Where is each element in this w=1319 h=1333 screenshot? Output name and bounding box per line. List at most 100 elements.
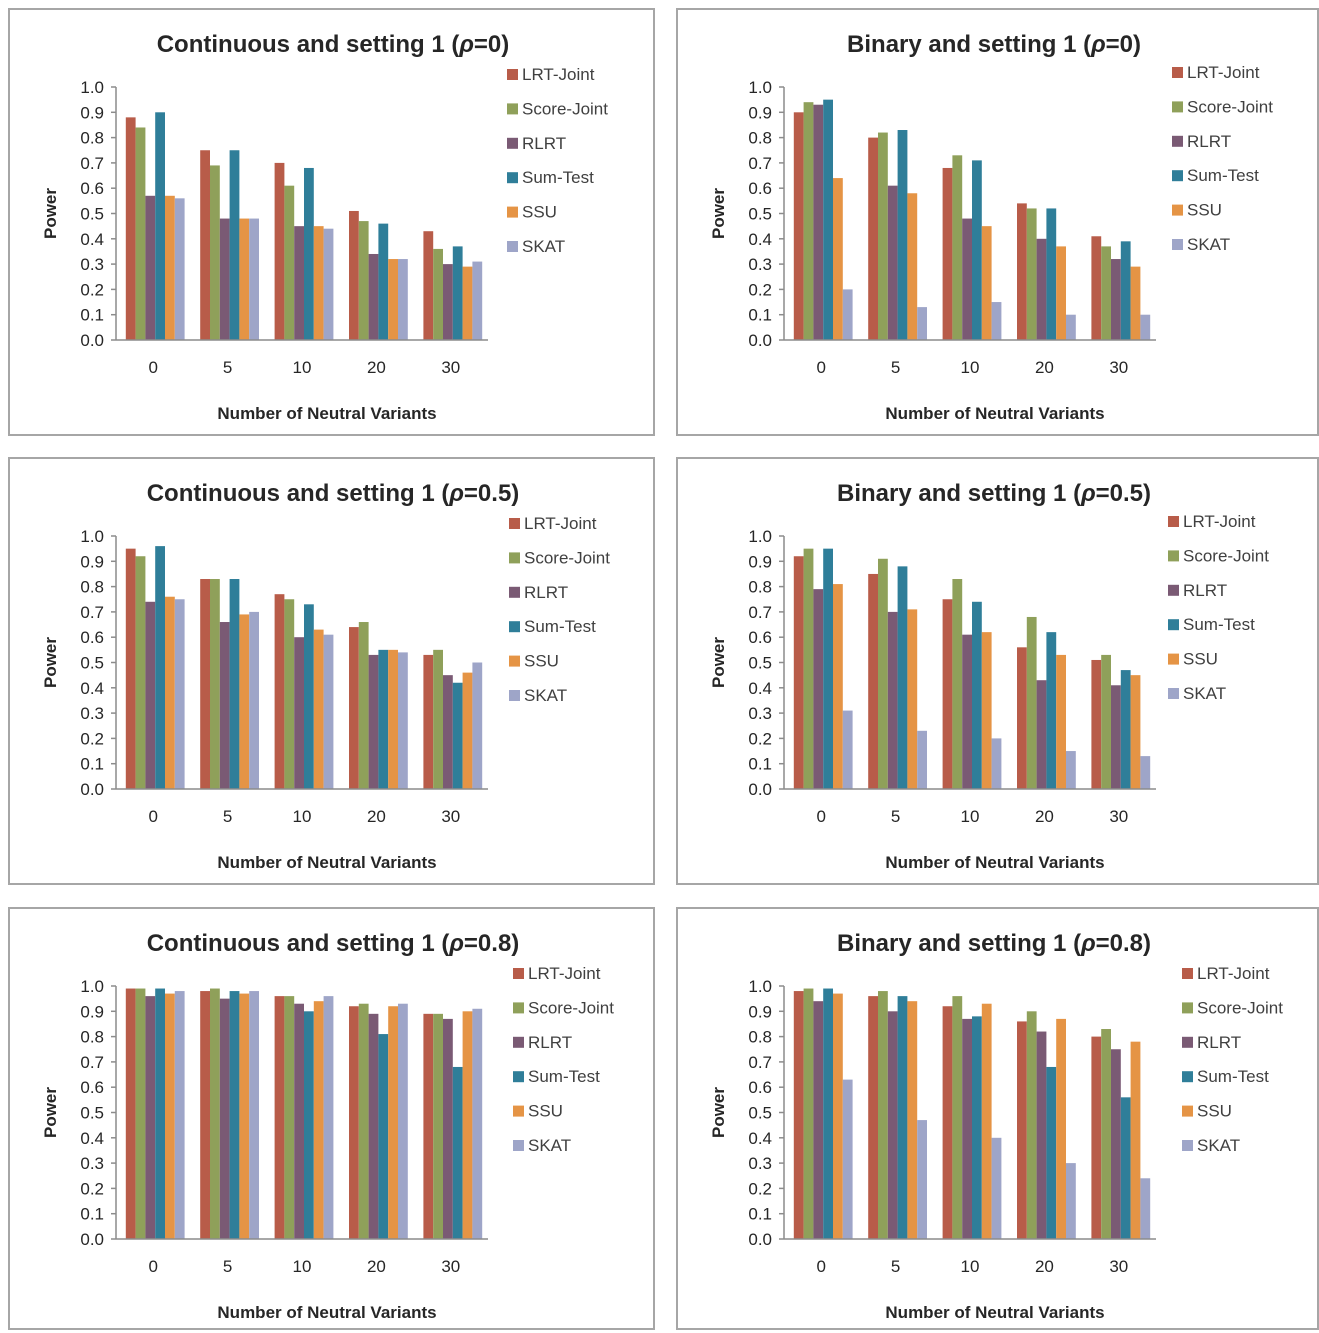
bar [793,991,804,1239]
legend-swatch [507,206,518,218]
bar [443,675,453,789]
bar [229,150,240,340]
legend-swatch [1172,67,1183,78]
bar [274,594,285,789]
y-tick-label: 0.0 [80,331,104,350]
bar [1046,632,1057,789]
x-tick-label: 30 [441,1257,460,1276]
legend-label: SSU [528,1102,563,1121]
legend-label: Sum-Test [522,168,594,187]
bar [823,99,833,341]
bar [219,622,230,789]
bar [229,991,240,1239]
bar [313,226,324,340]
x-axis-label: Number of Neutral Variants [885,404,1104,423]
bar [952,579,963,789]
y-tick-label: 0.7 [80,1053,104,1072]
bar [803,548,814,789]
legend-label: Score-Joint [524,548,610,567]
chart-title: Continuous and setting 1 (ρ=0) [157,31,510,58]
bar [1036,1031,1047,1239]
y-tick-label: 1.0 [80,78,104,97]
bar [962,218,972,340]
bar [423,654,434,789]
bar [323,634,334,789]
y-tick-label: 0.0 [748,780,772,799]
y-tick-label: 0.8 [748,129,772,148]
bar [981,632,992,789]
legend-label: RLRT [1197,1033,1241,1052]
y-tick-label: 0.7 [80,154,104,173]
bar [942,1006,953,1239]
x-tick-label: 30 [1109,807,1128,826]
y-tick-label: 0.5 [80,654,104,673]
x-axis-label: Number of Neutral Variants [885,1303,1104,1322]
bar [368,253,379,340]
y-axis-label: Power [41,188,60,239]
bar [274,996,285,1239]
y-tick-label: 0.0 [748,1230,772,1249]
bar [423,1013,434,1239]
y-axis-label: Power [709,188,728,239]
y-tick-label: 0.9 [80,1002,104,1021]
bar [833,178,843,340]
legend-swatch [513,1105,524,1117]
x-tick-label: 10 [961,358,980,377]
bar [917,1120,927,1239]
chart-svg: Binary and setting 1 (ρ=0.8) 0.0 0.1 0.2 0.3… [709,930,1283,1322]
bar [972,1016,982,1239]
y-tick-label: 0.6 [80,179,104,198]
x-axis-label: Number of Neutral Variants [217,853,436,872]
bar [349,627,359,789]
y-axis-label: Power [709,637,728,688]
chart-panel: Continuous and setting 1 (ρ=0.8) 0.0 0.1 0.… [8,907,655,1330]
bar [1101,1029,1111,1239]
x-axis-label: Number of Neutral Variants [217,1303,436,1322]
bar [304,604,314,789]
bar [284,599,295,789]
bar [842,1079,853,1239]
legend-swatch [513,1036,524,1048]
legend-label: Score-Joint [1197,998,1283,1017]
y-tick-label: 0.0 [80,1230,104,1249]
bar [358,1003,369,1239]
y-tick-label: 0.1 [748,755,772,774]
bar [833,993,843,1239]
bar [249,218,259,340]
bar [284,996,295,1239]
bar [378,223,389,340]
chart-svg: Continuous and setting 1 (ρ=0) 0.0 0.1 0.2 0… [41,31,608,423]
legend-label: RLRT [522,134,566,153]
legend-label: SSU [1183,650,1218,669]
y-tick-label: 0.7 [748,603,772,622]
legend-label: LRT-Joint [1183,512,1256,531]
y-tick-label: 0.4 [80,679,104,698]
legend-swatch [1172,204,1183,216]
legend-label: SSU [1187,201,1222,220]
bar [1101,654,1111,789]
legend-swatch [1168,688,1179,699]
bar [907,609,918,789]
bar [210,579,220,789]
bar [135,988,146,1239]
bar [1017,647,1027,789]
legend-swatch [507,103,518,115]
x-tick-label: 30 [441,358,460,377]
bar [1091,1036,1102,1239]
chart-panel: Binary and setting 1 (ρ=0.5) 0.0 0.1 0.2 0.3… [676,457,1319,885]
legend-label: Score-Joint [1183,546,1269,565]
bar [1036,680,1047,789]
bar [452,1066,463,1239]
bar [378,1034,389,1239]
y-tick-label: 0.3 [80,704,104,723]
chart-title: Continuous and setting 1 (ρ=0.8) [147,930,520,957]
bar [313,1001,324,1239]
y-tick-label: 0.5 [748,1104,772,1123]
y-tick-label: 0.0 [748,331,772,350]
y-tick-label: 0.2 [80,729,104,748]
bar [1130,1041,1141,1239]
x-axis-label: Number of Neutral Variants [217,404,436,423]
legend-swatch [1172,170,1183,182]
bar [1111,1049,1121,1239]
legend-swatch [513,1140,524,1151]
